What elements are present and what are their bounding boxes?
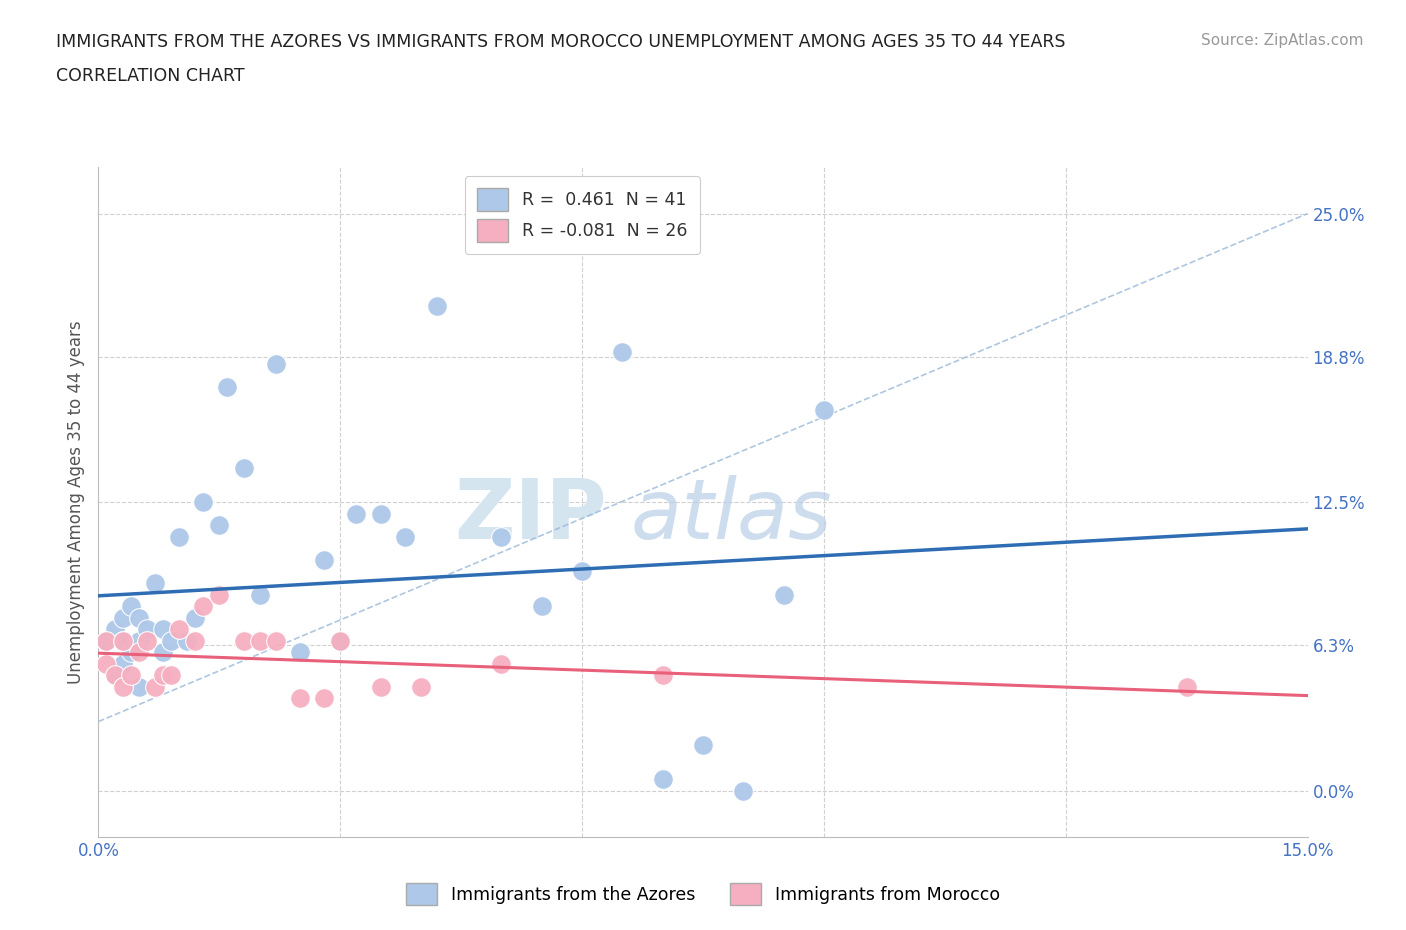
Text: atlas: atlas [630, 475, 832, 556]
Point [160, 633, 183, 648]
Point [167, 529, 190, 544]
Point [120, 599, 142, 614]
Y-axis label: Unemployment Among Ages 35 to 44 years: Unemployment Among Ages 35 to 44 years [67, 321, 86, 684]
Point [344, 506, 367, 521]
Point [651, 772, 673, 787]
Point [370, 680, 392, 695]
Point [651, 668, 673, 683]
Point [103, 622, 125, 637]
Point [217, 379, 239, 394]
Point [111, 657, 134, 671]
Point [135, 633, 157, 648]
Point [249, 633, 271, 648]
Point [394, 529, 416, 544]
Point [692, 737, 714, 752]
Point [288, 691, 311, 706]
Text: ZIP: ZIP [454, 475, 606, 556]
Point [152, 622, 174, 637]
Point [111, 680, 134, 695]
Point [135, 622, 157, 637]
Point [264, 356, 287, 371]
Point [264, 633, 287, 648]
Point [193, 495, 215, 510]
Point [96, 633, 118, 648]
Point [143, 680, 166, 695]
Point [426, 299, 449, 313]
Point [370, 506, 392, 521]
Point [176, 633, 198, 648]
Point [167, 622, 190, 637]
Legend: R =  0.461  N = 41, R = -0.081  N = 26: R = 0.461 N = 41, R = -0.081 N = 26 [464, 176, 700, 254]
Legend: Immigrants from the Azores, Immigrants from Morocco: Immigrants from the Azores, Immigrants f… [399, 876, 1007, 912]
Text: Source: ZipAtlas.com: Source: ZipAtlas.com [1201, 33, 1364, 47]
Point [232, 633, 254, 648]
Point [314, 552, 336, 567]
Point [329, 633, 352, 648]
Point [208, 518, 231, 533]
Point [111, 610, 134, 625]
Point [772, 587, 794, 602]
Point [491, 529, 513, 544]
Point [111, 633, 134, 648]
Point [128, 644, 150, 659]
Point [160, 668, 183, 683]
Point [96, 657, 118, 671]
Point [128, 633, 150, 648]
Point [249, 587, 271, 602]
Point [103, 668, 125, 683]
Point [184, 633, 207, 648]
Point [314, 691, 336, 706]
Point [128, 610, 150, 625]
Point [193, 599, 215, 614]
Point [120, 644, 142, 659]
Point [813, 403, 835, 418]
Point [733, 783, 755, 798]
Point [530, 599, 553, 614]
Point [288, 644, 311, 659]
Point [1175, 680, 1198, 695]
Point [128, 680, 150, 695]
Text: CORRELATION CHART: CORRELATION CHART [56, 67, 245, 85]
Point [208, 587, 231, 602]
Point [491, 657, 513, 671]
Text: IMMIGRANTS FROM THE AZORES VS IMMIGRANTS FROM MOROCCO UNEMPLOYMENT AMONG AGES 35: IMMIGRANTS FROM THE AZORES VS IMMIGRANTS… [56, 33, 1066, 50]
Point [152, 668, 174, 683]
Point [143, 576, 166, 591]
Point [152, 644, 174, 659]
Point [232, 460, 254, 475]
Point [111, 633, 134, 648]
Point [571, 564, 593, 578]
Point [184, 610, 207, 625]
Point [329, 633, 352, 648]
Point [96, 633, 118, 648]
Point [103, 668, 125, 683]
Point [612, 345, 634, 360]
Point [409, 680, 432, 695]
Point [120, 668, 142, 683]
